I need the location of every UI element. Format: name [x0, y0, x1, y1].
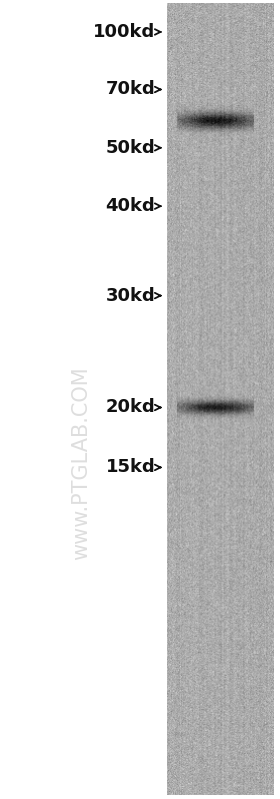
Text: 40kd: 40kd — [106, 197, 155, 215]
Text: 30kd: 30kd — [106, 287, 155, 304]
Text: www.PTGLAB.COM: www.PTGLAB.COM — [71, 367, 91, 560]
Text: 15kd: 15kd — [106, 459, 155, 476]
Text: 20kd: 20kd — [106, 399, 155, 416]
Text: 50kd: 50kd — [106, 139, 155, 157]
Text: 100kd: 100kd — [93, 23, 155, 41]
Text: 70kd: 70kd — [106, 81, 155, 98]
